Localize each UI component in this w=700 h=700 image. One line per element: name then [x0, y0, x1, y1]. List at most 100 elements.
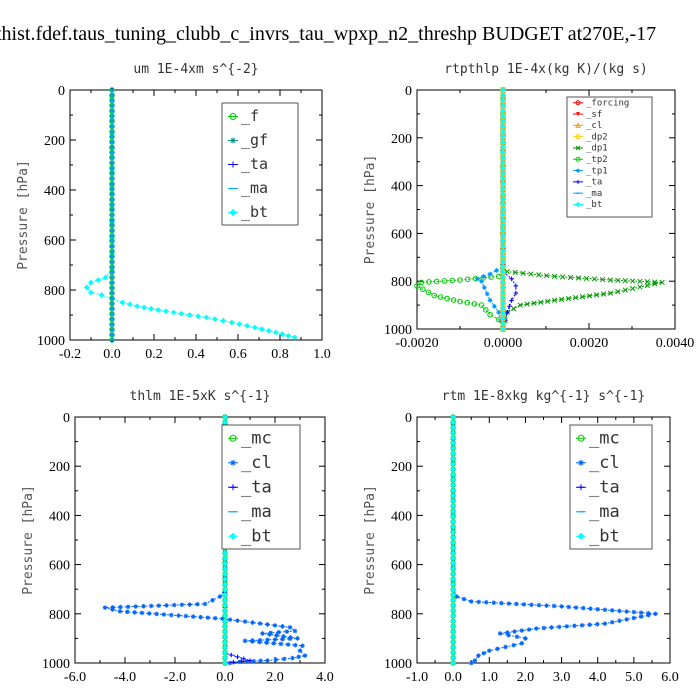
data-point [274, 633, 279, 638]
y-tick-label: 600 [44, 234, 65, 249]
data-point [504, 268, 510, 275]
series-line [476, 90, 504, 330]
data-point [450, 550, 456, 556]
legend-label: _cl [241, 453, 272, 473]
data-point [450, 513, 456, 520]
data-point [500, 315, 506, 322]
x-tick-label: 1.0 [313, 347, 331, 362]
data-point [624, 617, 629, 622]
data-point [624, 609, 629, 614]
data-point [125, 609, 130, 615]
data-point [551, 273, 558, 280]
data-point [125, 604, 131, 610]
data-point [110, 607, 115, 612]
data-point [290, 655, 295, 661]
legend-entry: _ta [576, 477, 620, 497]
data-point [500, 133, 506, 140]
legend-label: _gf [241, 131, 268, 149]
data-point [500, 191, 506, 197]
legend-marker [578, 459, 584, 466]
data-point [222, 571, 228, 577]
data-point [500, 321, 506, 327]
data-point [228, 319, 235, 326]
data-point [579, 294, 586, 300]
data-point [450, 414, 456, 420]
data-point [586, 293, 593, 299]
y-tick-label: 400 [49, 509, 70, 524]
data-point [500, 243, 506, 249]
data-point [450, 634, 456, 640]
x-tick-label: -4.0 [114, 670, 136, 685]
data-point [450, 545, 456, 551]
data-point [148, 305, 155, 312]
data-point [481, 650, 487, 656]
y-tick-label: 200 [44, 134, 65, 149]
data-point [505, 309, 510, 315]
x-tick-label: -0.0020 [395, 336, 438, 351]
data-point [154, 611, 159, 617]
data-point [461, 596, 467, 602]
data-point [450, 565, 456, 572]
data-point [450, 534, 456, 541]
legend-label: _bt [241, 203, 268, 221]
data-point [500, 269, 506, 275]
data-point [588, 606, 593, 611]
data-point [88, 279, 94, 286]
y-tick-label: 200 [391, 460, 412, 475]
legend-entry: _forcing [573, 98, 629, 108]
data-point [454, 594, 460, 599]
data-point [450, 628, 456, 635]
y-tick-label: 200 [391, 132, 412, 147]
panel-rtpthlp: rtpthlp 1E-4x(kg K)/(kg s) Pressure [hPa]… [363, 62, 694, 351]
data-point [494, 268, 499, 273]
data-point [599, 276, 606, 283]
legend-marker [229, 208, 237, 217]
data-point [500, 201, 506, 208]
y-tick-label: 1000 [384, 323, 412, 338]
data-point [222, 660, 228, 666]
data-point [187, 602, 192, 607]
legend-label: _f [241, 107, 259, 125]
data-point [500, 196, 506, 202]
data-point [450, 644, 456, 651]
plot-area [450, 414, 658, 666]
data-point [222, 576, 228, 583]
data-point [622, 278, 628, 284]
data-point [600, 291, 607, 297]
data-point [426, 279, 432, 285]
data-point [139, 610, 145, 616]
data-point [503, 644, 508, 650]
x-tick-label: -2.0 [164, 670, 186, 685]
x-tick-label: 5.0 [625, 670, 643, 685]
data-point [450, 524, 456, 530]
legend-label: _ta [589, 477, 620, 497]
data-point [483, 307, 489, 313]
data-point [272, 329, 279, 336]
data-point [500, 165, 506, 171]
data-point [425, 289, 432, 296]
data-point [212, 316, 218, 323]
data-point [551, 297, 558, 303]
data-point [500, 102, 506, 109]
data-point [450, 429, 456, 436]
data-point [257, 637, 263, 643]
data-point [500, 113, 506, 119]
data-point [565, 295, 572, 302]
panel-title: rtm 1E-8xkg kg^{-1} s^{-1} [442, 389, 646, 404]
data-point [500, 284, 506, 291]
data-point [511, 306, 517, 312]
data-point [450, 424, 456, 431]
data-point [617, 608, 622, 614]
data-point [457, 277, 463, 283]
legend-marker [229, 434, 237, 442]
data-point [529, 602, 534, 608]
data-point [500, 185, 506, 192]
legend-entry: _cl [573, 121, 602, 131]
data-point [170, 309, 177, 316]
data-point [511, 642, 516, 648]
y-tick-label: 600 [49, 559, 70, 574]
data-point [249, 639, 255, 644]
data-point [133, 604, 139, 609]
data-point [222, 613, 228, 619]
series-bt [450, 414, 456, 666]
